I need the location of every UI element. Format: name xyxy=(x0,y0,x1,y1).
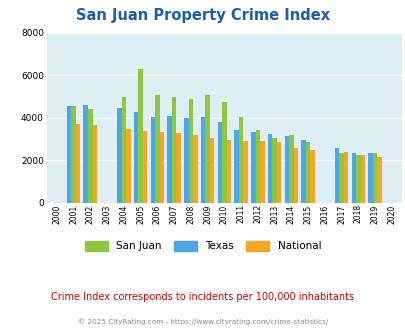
Bar xyxy=(377,157,381,203)
Bar xyxy=(339,153,343,203)
Bar xyxy=(293,148,297,203)
Bar xyxy=(150,117,155,203)
Bar xyxy=(83,105,88,203)
Bar xyxy=(343,152,347,203)
Bar xyxy=(260,141,264,203)
Bar xyxy=(367,153,372,203)
Bar xyxy=(222,102,226,203)
Bar xyxy=(250,132,255,203)
Bar xyxy=(138,69,143,203)
Bar xyxy=(276,143,281,203)
Bar xyxy=(167,116,171,203)
Bar xyxy=(226,140,230,203)
Bar xyxy=(305,143,309,203)
Bar xyxy=(267,134,272,203)
Bar xyxy=(255,130,260,203)
Bar xyxy=(234,130,238,203)
Bar xyxy=(126,129,130,203)
Bar xyxy=(309,150,314,203)
Bar xyxy=(92,125,97,203)
Bar xyxy=(66,106,71,203)
Bar xyxy=(200,117,205,203)
Bar xyxy=(193,135,197,203)
Bar xyxy=(71,106,76,203)
Bar xyxy=(209,138,214,203)
Bar xyxy=(176,133,180,203)
Bar xyxy=(143,131,147,203)
Bar xyxy=(88,110,92,203)
Bar xyxy=(171,97,176,203)
Bar xyxy=(238,117,243,203)
Bar xyxy=(272,138,276,203)
Bar xyxy=(284,136,288,203)
Bar xyxy=(217,122,222,203)
Bar xyxy=(155,95,159,203)
Bar xyxy=(205,95,209,203)
Bar xyxy=(117,109,121,203)
Bar xyxy=(372,153,377,203)
Bar xyxy=(76,124,80,203)
Text: San Juan Property Crime Index: San Juan Property Crime Index xyxy=(76,8,329,23)
Bar xyxy=(159,132,164,203)
Bar xyxy=(360,155,364,203)
Bar xyxy=(121,97,126,203)
Bar xyxy=(334,148,339,203)
Bar xyxy=(355,155,360,203)
Legend: San Juan, Texas, National: San Juan, Texas, National xyxy=(80,237,325,255)
Text: Crime Index corresponds to incidents per 100,000 inhabitants: Crime Index corresponds to incidents per… xyxy=(51,292,354,302)
Bar xyxy=(288,135,293,203)
Bar xyxy=(351,153,355,203)
Bar xyxy=(133,112,138,203)
Bar xyxy=(188,99,193,203)
Bar xyxy=(243,141,247,203)
Bar xyxy=(183,118,188,203)
Bar xyxy=(301,140,305,203)
Text: © 2025 CityRating.com - https://www.cityrating.com/crime-statistics/: © 2025 CityRating.com - https://www.city… xyxy=(78,318,327,325)
